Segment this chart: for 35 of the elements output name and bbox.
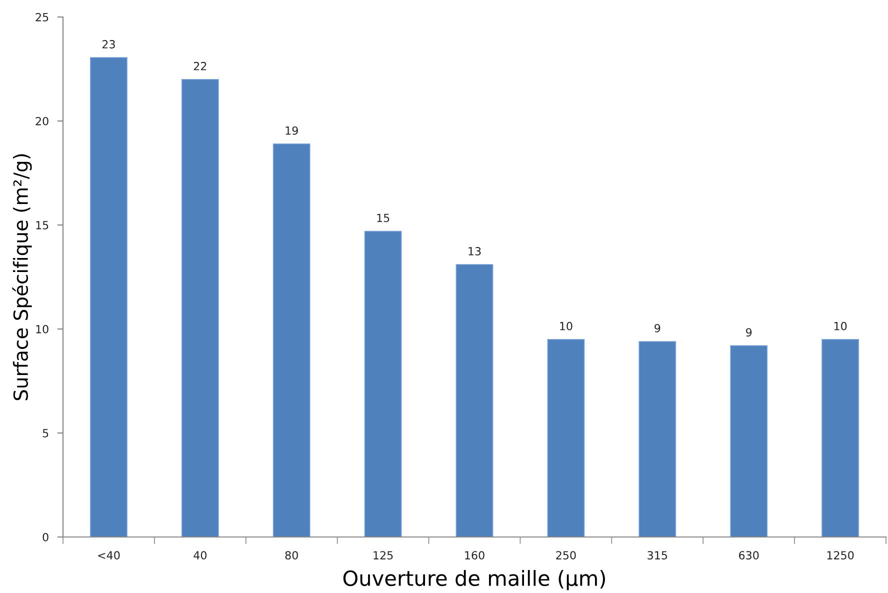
bar bbox=[547, 338, 585, 537]
x-tick-label: 1250 bbox=[827, 551, 854, 560]
x-tick-label: 315 bbox=[648, 551, 668, 560]
x-tick-label: 40 bbox=[194, 551, 206, 560]
x-tick-label: 630 bbox=[739, 551, 759, 560]
x-tick-label: 250 bbox=[556, 551, 576, 560]
bar bbox=[456, 264, 494, 537]
data-label: 22 bbox=[194, 62, 206, 70]
bar bbox=[272, 143, 310, 537]
y-tick-label: 5 bbox=[42, 429, 48, 438]
bar bbox=[364, 230, 402, 537]
data-label: 15 bbox=[377, 214, 390, 222]
x-tick-label: 80 bbox=[285, 551, 298, 560]
data-label: 10 bbox=[560, 322, 572, 330]
bar bbox=[730, 345, 768, 537]
data-label: 13 bbox=[468, 247, 481, 256]
x-tick-label: 125 bbox=[374, 551, 393, 560]
x-axis-title: Ouverture de maille (µm) bbox=[343, 570, 605, 590]
x-tick-label: <40 bbox=[98, 551, 120, 560]
data-label: 10 bbox=[834, 322, 847, 330]
y-tick-label: 10 bbox=[36, 324, 48, 334]
bar bbox=[822, 338, 859, 537]
bar bbox=[90, 57, 128, 537]
data-label: 23 bbox=[102, 40, 115, 48]
x-tick-label: 160 bbox=[465, 551, 484, 560]
y-tick-label: 15 bbox=[36, 221, 48, 230]
y-tick-label: 0 bbox=[42, 532, 48, 542]
data-label: 9 bbox=[746, 328, 752, 337]
data-label: 19 bbox=[286, 126, 298, 135]
bar bbox=[181, 78, 219, 537]
bar bbox=[638, 341, 676, 537]
y-tick-label: 20 bbox=[36, 116, 48, 126]
y-axis-title: Surface Spécifique (m²/g) bbox=[12, 154, 32, 400]
data-label: 9 bbox=[654, 324, 660, 332]
y-tick-label: 25 bbox=[36, 12, 48, 22]
